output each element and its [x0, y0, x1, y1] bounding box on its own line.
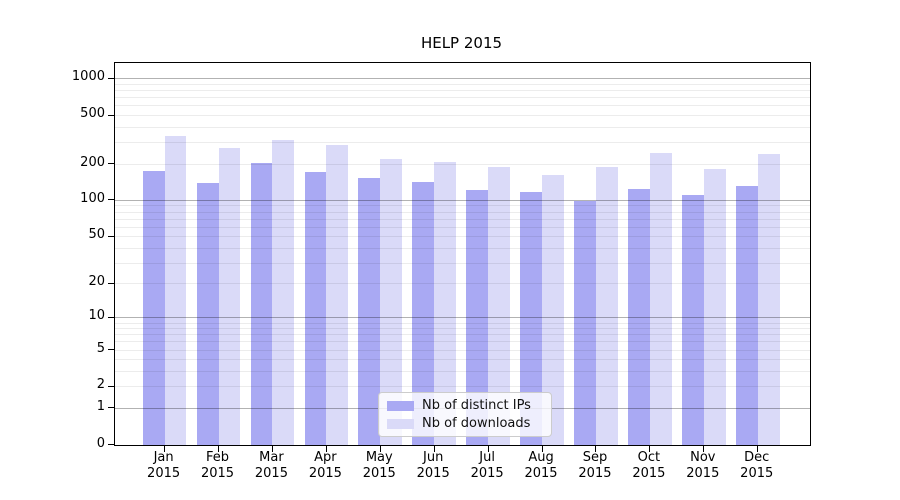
y-gridline-minor	[115, 97, 810, 99]
x-tick	[703, 445, 705, 452]
legend-item: Nb of downloads	[387, 416, 543, 431]
legend-swatch-downloads	[387, 418, 414, 429]
bar-distinct-ips	[682, 194, 704, 445]
y-tick-label: 500	[80, 106, 105, 122]
x-tick-label: Dec 2015	[740, 450, 774, 481]
x-tick-label: Nov 2015	[686, 450, 720, 481]
y-gridline-minor	[115, 90, 810, 92]
legend-label: Nb of distinct IPs	[422, 398, 531, 413]
y-tick-label: 100	[80, 190, 105, 206]
x-tick-label: Apr 2015	[308, 450, 342, 481]
bar-distinct-ips	[735, 185, 758, 445]
y-axis-labels: 0 1 2 5 10 20 50 100 200 500 1000	[0, 62, 105, 450]
legend-item: Nb of distinct IPs	[387, 398, 543, 413]
bar-distinct-ips	[250, 162, 273, 445]
x-tick	[757, 445, 759, 452]
x-tick-label: Jun 2015	[416, 450, 450, 481]
bar-downloads	[218, 148, 241, 445]
y-tick-label: 2	[96, 377, 105, 393]
bar-downloads	[380, 158, 403, 445]
bar-distinct-ips	[520, 191, 543, 445]
x-tick	[487, 445, 489, 452]
y-tick-label: 50	[88, 227, 105, 243]
y-gridline-major	[115, 78, 810, 80]
bar-distinct-ips	[358, 177, 381, 445]
x-tick	[541, 445, 543, 452]
x-tick-label: Jan 2015	[147, 450, 181, 481]
x-tick	[595, 445, 597, 452]
bar-downloads	[434, 161, 456, 445]
x-tick	[218, 445, 220, 452]
x-tick-label: Aug 2015	[524, 450, 558, 481]
y-tick	[108, 385, 114, 387]
y-tick	[108, 444, 114, 445]
x-tick	[433, 445, 435, 452]
x-tick	[271, 445, 273, 452]
y-tick	[108, 407, 114, 409]
y-gridline-minor	[115, 115, 810, 117]
y-tick-label: 5	[96, 340, 105, 356]
y-gridline-minor	[115, 126, 810, 128]
bar-distinct-ips	[196, 183, 219, 445]
y-gridline-minor	[115, 105, 810, 107]
legend-swatch-distinct-ips	[387, 400, 414, 411]
y-tick	[108, 114, 114, 116]
x-tick	[379, 445, 381, 452]
bar-distinct-ips	[574, 200, 596, 445]
y-tick-label: 10	[88, 308, 105, 324]
bar-downloads	[488, 167, 510, 445]
x-axis-labels: Jan 2015 Feb 2015 Mar 2015 Apr 2015 May 2015 Jun 20…	[0, 450, 900, 490]
y-tick	[108, 163, 114, 164]
bar-downloads	[326, 144, 349, 445]
y-tick-label: 1	[96, 398, 105, 414]
bar-downloads	[164, 135, 187, 445]
bar-distinct-ips	[466, 189, 489, 445]
y-gridline-minor	[115, 84, 810, 86]
bar-distinct-ips	[628, 188, 650, 445]
legend-label: Nb of downloads	[422, 416, 531, 431]
y-tick-label: 200	[80, 154, 105, 170]
bar-downloads	[272, 140, 295, 445]
y-tick	[108, 316, 114, 318]
x-tick	[325, 445, 327, 452]
bar-downloads	[757, 153, 780, 445]
y-gridline-minor	[115, 142, 810, 144]
x-tick-label: Sep 2015	[578, 450, 612, 481]
bar-distinct-ips	[304, 172, 327, 445]
y-tick	[108, 349, 114, 351]
x-tick-label: May 2015	[362, 450, 396, 481]
plot-area	[108, 62, 811, 452]
legend: Nb of distinct IPs Nb of downloads	[378, 392, 552, 437]
x-tick-label: Mar 2015	[254, 450, 288, 481]
x-tick	[649, 445, 651, 452]
bar-downloads	[595, 166, 618, 445]
chart-title: HELP 2015	[420, 34, 503, 52]
y-tick	[108, 77, 114, 79]
bar-distinct-ips	[142, 170, 165, 445]
bar-downloads	[649, 153, 672, 445]
x-tick	[164, 445, 166, 452]
y-tick	[108, 282, 114, 284]
y-tick-label: 1000	[71, 69, 105, 85]
x-tick-label: Jul 2015	[470, 450, 504, 481]
x-tick-label: Oct 2015	[632, 450, 666, 481]
x-tick-label: Feb 2015	[200, 450, 235, 481]
bar-distinct-ips	[412, 181, 435, 445]
y-tick	[108, 199, 114, 201]
bar-downloads	[703, 169, 726, 445]
y-tick-label: 20	[88, 274, 105, 290]
y-tick-label: 0	[96, 435, 105, 451]
bar-downloads	[542, 174, 564, 445]
y-tick	[108, 235, 114, 237]
